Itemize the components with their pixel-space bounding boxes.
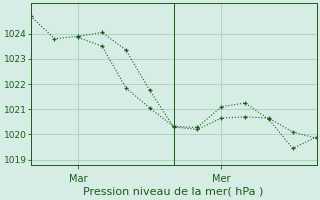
X-axis label: Pression niveau de la mer( hPa ): Pression niveau de la mer( hPa ) bbox=[84, 187, 264, 197]
